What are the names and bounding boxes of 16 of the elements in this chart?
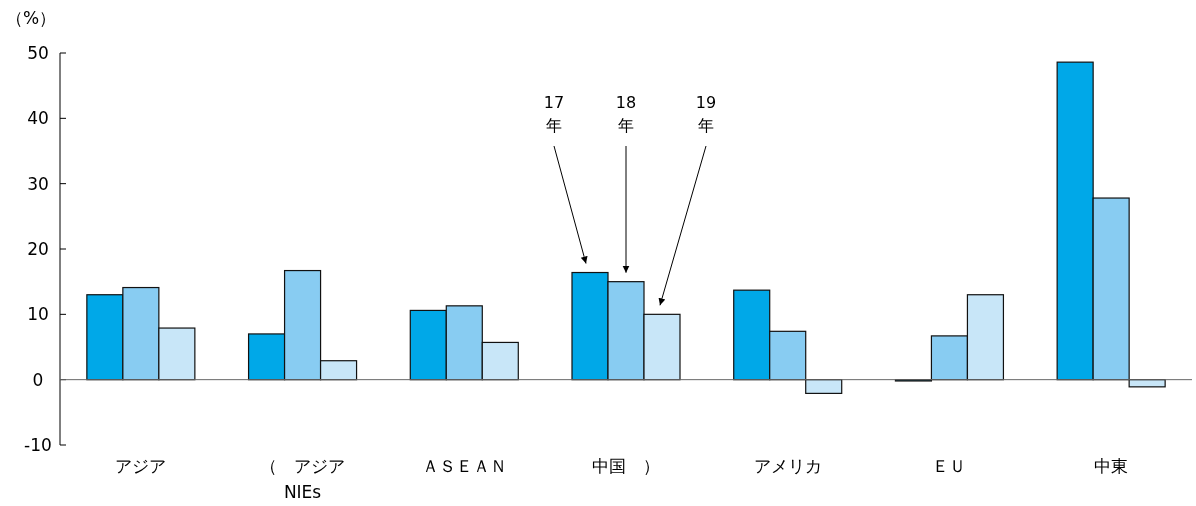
y-tick-label: -10: [24, 435, 52, 455]
y-tick-label: 0: [32, 369, 44, 390]
y-tick-label: 40: [27, 108, 49, 129]
x-tick-label: 中東: [1094, 456, 1129, 476]
x-tick-label: ＡＳＥＡＮ: [421, 456, 507, 476]
y-tick-label: 10: [27, 304, 49, 325]
y-tick-label: 30: [27, 173, 49, 194]
x-tick-label: アメリカ: [753, 456, 822, 476]
y-tick-label: 50: [27, 43, 49, 63]
x-tick-label: （ アジア NIEs: [260, 456, 346, 502]
x-tick-label: 中国 ）: [592, 456, 660, 476]
y-tick-label: 20: [27, 239, 49, 259]
x-tick-label: ＥＵ: [932, 456, 967, 476]
x-tick-label: アジア: [115, 456, 167, 476]
text: 18 年: [615, 93, 637, 135]
y-axis-title: （%）: [6, 8, 57, 28]
